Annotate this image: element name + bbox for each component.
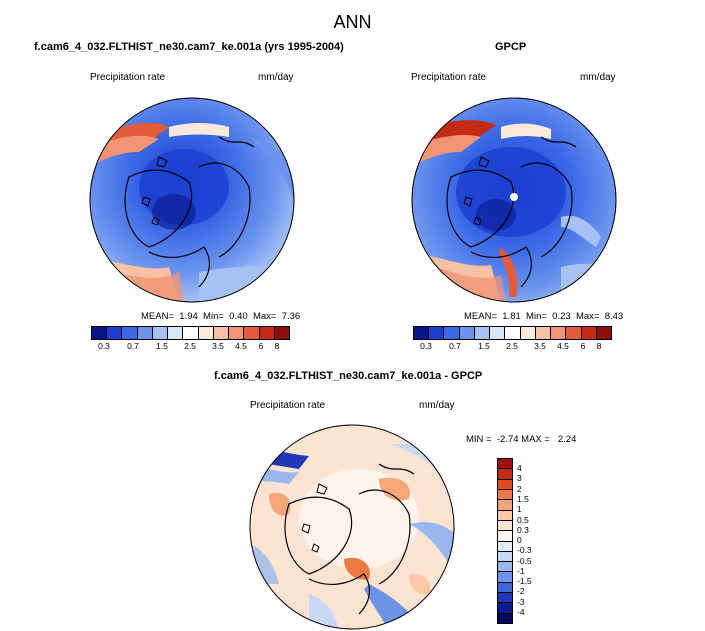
diff-panel-title: f.cam6_4_032.FLTHIST_ne30.cam7_ke.001a -… [214, 370, 483, 382]
main-title: ANN [333, 12, 372, 32]
left-variable-label: Precipitation rate [90, 72, 166, 83]
right-colorbar [413, 326, 612, 340]
diff-variable-label: Precipitation rate [250, 400, 326, 411]
left-colorbar [91, 326, 290, 340]
diff-stats: MIN = -2.74 MAX = 2.24 [466, 434, 577, 445]
right-panel-title: GPCP [495, 41, 527, 53]
right-stats: MEAN= 1.81 Min= 0.23 Max= 8.43 [464, 311, 624, 322]
diff-units-label: mm/day [419, 400, 455, 411]
right-units-label: mm/day [580, 72, 616, 83]
diff-polar-map [249, 424, 455, 630]
right-colorbar-ticks: 0.3 0.7 1.5 2.5 3.5 4.5 6 8 [420, 341, 602, 351]
right-variable-label: Precipitation rate [411, 72, 487, 83]
right-polar-map [411, 97, 617, 303]
diff-colorbar-ticks: 4 3 2 1.5 1 0.5 0.3 0 -0.3 -0.5 -1 -1.5 … [517, 463, 532, 617]
left-units-label: mm/day [258, 72, 294, 83]
diff-colorbar [497, 458, 513, 624]
left-panel-title: f.cam6_4_032.FLTHIST_ne30.cam7_ke.001a (… [34, 41, 344, 53]
left-polar-map [89, 97, 295, 303]
left-stats: MEAN= 1.94 Min= 0.40 Max= 7.36 [141, 311, 301, 322]
left-colorbar-ticks: 0.3 0.7 1.5 2.5 3.5 4.5 6 8 [98, 341, 280, 351]
